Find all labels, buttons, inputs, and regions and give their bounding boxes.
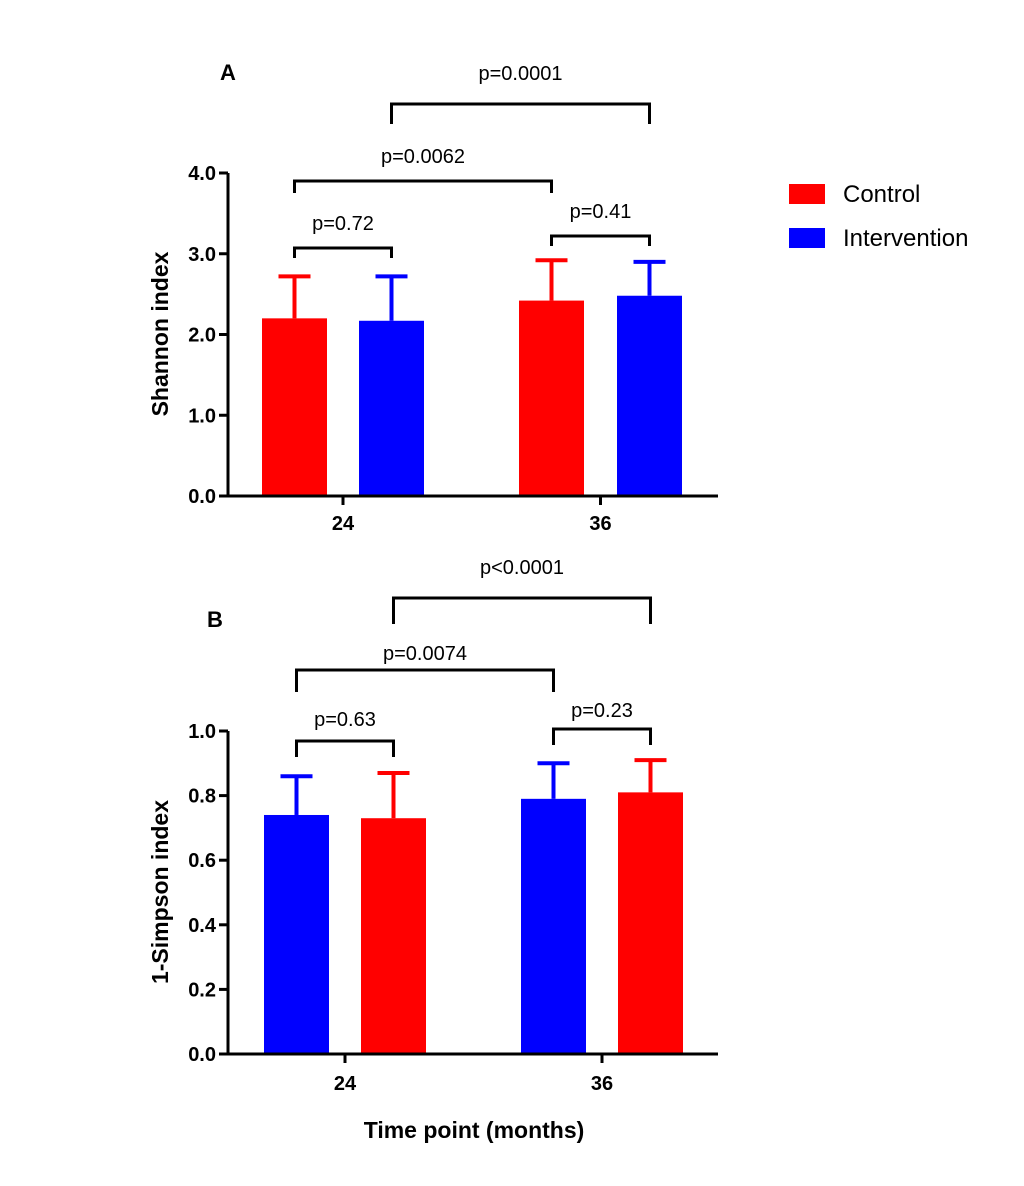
y-tick-label: 1.0 <box>188 405 216 427</box>
p-value-label: p=0.41 <box>570 201 632 223</box>
p-value-label: p=0.23 <box>571 700 633 722</box>
panel-b-letter: B <box>207 607 223 632</box>
significance-bracket <box>390 102 651 124</box>
x-tick-label: 36 <box>589 513 611 535</box>
significance-bracket <box>293 246 393 258</box>
x-tick-label: 24 <box>332 513 355 535</box>
p-value-label: p=0.63 <box>314 709 376 731</box>
bar-intervention-24 <box>264 814 329 1054</box>
y-axis-label: Shannon index <box>147 251 173 416</box>
y-tick-label: 0.8 <box>188 786 216 808</box>
significance-bracket <box>392 596 652 624</box>
bar-control-24 <box>361 818 426 1054</box>
bar-control-24 <box>262 318 327 496</box>
bar-intervention-24 <box>359 320 424 496</box>
p-value-label: p=0.0074 <box>383 643 467 665</box>
p-value-label: p=0.72 <box>312 213 374 235</box>
p-value-label: p<0.0001 <box>480 557 564 579</box>
bar-intervention-36 <box>617 295 682 496</box>
x-axis-label: Time point (months) <box>364 1117 585 1143</box>
y-axis-label: 1-Simpson index <box>147 800 173 984</box>
panel-b-chart: B 0.0 0.2 0.4 0.6 0.8 1.0 24 36 1-Simpson index p… <box>147 557 718 1095</box>
y-tick-label: 1.0 <box>188 721 216 743</box>
y-tick-label: 0.0 <box>188 1044 216 1066</box>
significance-bracket <box>295 739 395 757</box>
significance-bracket <box>293 179 553 193</box>
y-tick-label: 3.0 <box>188 244 216 266</box>
p-value-label: p=0.0001 <box>479 63 563 85</box>
bar-control-36 <box>618 792 683 1054</box>
legend: Control Intervention <box>789 181 968 252</box>
y-tick-label: 0.0 <box>188 486 216 508</box>
panel-a-letter: A <box>220 60 236 85</box>
y-tick-label: 0.6 <box>188 850 216 872</box>
bar-intervention-36 <box>521 798 586 1054</box>
panel-a-chart: A 0.0 1.0 2.0 3.0 4.0 24 36 Shannon index p=0.72… <box>147 60 718 535</box>
x-tick-label: 36 <box>591 1073 613 1095</box>
p-value-label: p=0.0062 <box>381 146 465 168</box>
legend-swatch-intervention <box>789 228 825 248</box>
x-tick-label: 24 <box>334 1073 357 1095</box>
significance-bracket <box>552 727 652 745</box>
legend-label-intervention: Intervention <box>843 225 968 252</box>
y-tick-label: 0.4 <box>188 915 217 937</box>
legend-swatch-control <box>789 184 825 204</box>
bar-control-36 <box>519 300 584 496</box>
y-tick-label: 0.2 <box>188 979 216 1001</box>
significance-bracket <box>295 668 555 692</box>
y-tick-label: 4.0 <box>188 163 216 185</box>
y-tick-label: 2.0 <box>188 325 216 347</box>
legend-label-control: Control <box>843 181 920 208</box>
significance-bracket <box>550 234 651 246</box>
